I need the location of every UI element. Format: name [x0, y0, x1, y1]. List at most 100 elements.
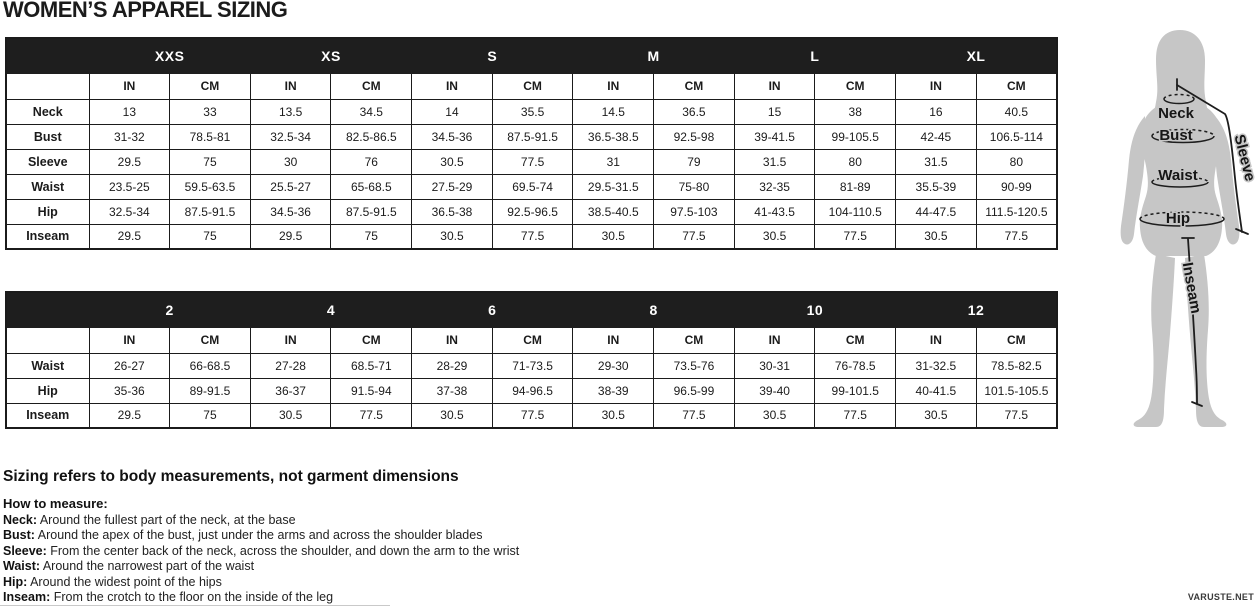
size-band-corner [5, 37, 90, 74]
measurement-cell: 36.5-38.5 [572, 123, 655, 150]
unit-header: IN [572, 326, 655, 354]
unit-header: CM [491, 72, 574, 100]
measurement-cell: 29.5 [88, 223, 171, 250]
measure-term: Bust: [3, 528, 35, 543]
measurement-cell: 25.5-27 [249, 173, 332, 200]
measurement-cell: 87.5-91.5 [491, 123, 574, 150]
measurement-cell: 29.5 [88, 148, 171, 175]
size-column-header: 2 [88, 291, 251, 328]
measurement-cell: 32.5-34 [249, 123, 332, 150]
measurement-cell: 77.5 [491, 223, 574, 250]
measurement-cell: 39-40 [733, 377, 816, 404]
measurement-cell: 78.5-82.5 [975, 352, 1058, 379]
measurement-cell: 59.5-63.5 [169, 173, 251, 200]
measurement-cell: 90-99 [975, 173, 1058, 200]
measurement-cell: 104-110.5 [814, 198, 897, 225]
row-label: Sleeve [5, 148, 90, 175]
unit-header: IN [411, 72, 493, 100]
row-label: Waist [5, 352, 90, 379]
unit-header: CM [330, 72, 413, 100]
measurement-cell: 75 [330, 223, 413, 250]
measurement-cell: 38-39 [572, 377, 655, 404]
measurement-cell: 77.5 [491, 148, 574, 175]
measure-description: Around the apex of the bust, just under … [34, 528, 483, 543]
measurement-cell: 30.5 [572, 402, 655, 429]
unit-header: CM [169, 72, 251, 100]
measurement-cell: 35.5-39 [895, 173, 977, 200]
alpha-size-table: XXS XS S M L XL IN CM IN CM IN CM IN CM IN CM IN CM Neck 13… [5, 37, 1058, 250]
size-column-header: S [411, 37, 574, 74]
unit-header-row: IN CM IN CM IN CM IN CM IN CM IN CM [5, 326, 1058, 354]
measurement-cell: 78.5-81 [169, 123, 251, 150]
measurement-cell: 15 [733, 98, 816, 125]
measurement-cell: 29.5 [88, 402, 171, 429]
measurement-cell: 69.5-74 [491, 173, 574, 200]
size-column-header: XS [249, 37, 413, 74]
measurement-cell: 14.5 [572, 98, 655, 125]
measurement-cell: 31-32.5 [895, 352, 977, 379]
measurement-cell: 96.5-99 [653, 377, 735, 404]
measurement-cell: 34.5-36 [411, 123, 493, 150]
size-column-header: L [733, 37, 897, 74]
measurement-cell: 39-41.5 [733, 123, 816, 150]
measure-instruction: Bust: Around the apex of the bust, just … [3, 528, 763, 543]
unit-header: CM [330, 326, 413, 354]
size-column-header: XL [895, 37, 1058, 74]
unit-header: CM [814, 326, 897, 354]
measure-term: Neck: [3, 513, 38, 527]
unit-header: CM [653, 72, 735, 100]
neck-label: Neck [1158, 105, 1195, 122]
table-row: Waist 26-27 66-68.5 27-28 68.5-71 28-29 71-73.… [5, 352, 1058, 379]
measurement-notes: Sizing refers to body measurements, not … [3, 468, 763, 605]
table-row: Hip 32.5-34 87.5-91.5 34.5-36 87.5-91.5 36.5-… [5, 198, 1058, 225]
measurement-cell: 36-37 [249, 377, 332, 404]
measurement-cell: 99-105.5 [814, 123, 897, 150]
measurement-cell: 42-45 [895, 123, 977, 150]
measure-term: Hip: [3, 574, 28, 589]
measurement-cell: 30.5 [411, 402, 493, 429]
unit-header: CM [653, 326, 735, 354]
row-label: Neck [5, 98, 90, 125]
measurement-cell: 16 [895, 98, 977, 125]
measurement-cell: 77.5 [814, 402, 897, 429]
unit-header: CM [491, 326, 574, 354]
unit-header: IN [733, 72, 816, 100]
measurement-cell: 30.5 [895, 402, 977, 429]
measurement-cell: 31.5 [895, 148, 977, 175]
size-column-header: M [572, 37, 735, 74]
row-label: Inseam [5, 223, 90, 250]
measurement-cell: 77.5 [975, 223, 1058, 250]
size-column-header: 12 [895, 291, 1058, 328]
measurement-cell: 76-78.5 [814, 352, 897, 379]
measurement-cell: 73.5-76 [653, 352, 735, 379]
measurement-cell: 30.5 [733, 402, 816, 429]
size-band-corner [5, 291, 90, 328]
measurement-cell: 14 [411, 98, 493, 125]
measurement-cell: 40-41.5 [895, 377, 977, 404]
size-band-row: 2 4 6 8 10 12 [5, 291, 1058, 328]
page-title: WOMEN’S APPAREL SIZING [3, 0, 288, 22]
measurement-cell: 80 [814, 148, 897, 175]
unit-header: IN [733, 326, 816, 354]
unit-header: IN [249, 72, 332, 100]
measurement-cell: 77.5 [814, 223, 897, 250]
measure-term: Inseam: [3, 590, 51, 605]
measurement-cell: 89-91.5 [169, 377, 251, 404]
measure-instruction: Waist: Around the narrowest part of the … [3, 559, 763, 574]
measurement-cell: 77.5 [653, 402, 735, 429]
measurement-cell: 36.5 [653, 98, 735, 125]
measure-instructions-list: Neck: Around the fullest part of the nec… [3, 513, 763, 605]
measure-term: Waist: [3, 559, 41, 574]
measurement-rings [1139, 93, 1225, 227]
measurement-cell: 32-35 [733, 173, 816, 200]
row-label: Hip [5, 377, 90, 404]
unit-header: IN [411, 326, 493, 354]
row-label: Waist [5, 173, 90, 200]
measurement-cell: 38.5-40.5 [572, 198, 655, 225]
measurement-cell: 30-31 [733, 352, 816, 379]
measurement-cell: 30.5 [733, 223, 816, 250]
measurement-lines [1176, 78, 1249, 407]
measurement-cell: 91.5-94 [330, 377, 413, 404]
measurement-cell: 97.5-103 [653, 198, 735, 225]
